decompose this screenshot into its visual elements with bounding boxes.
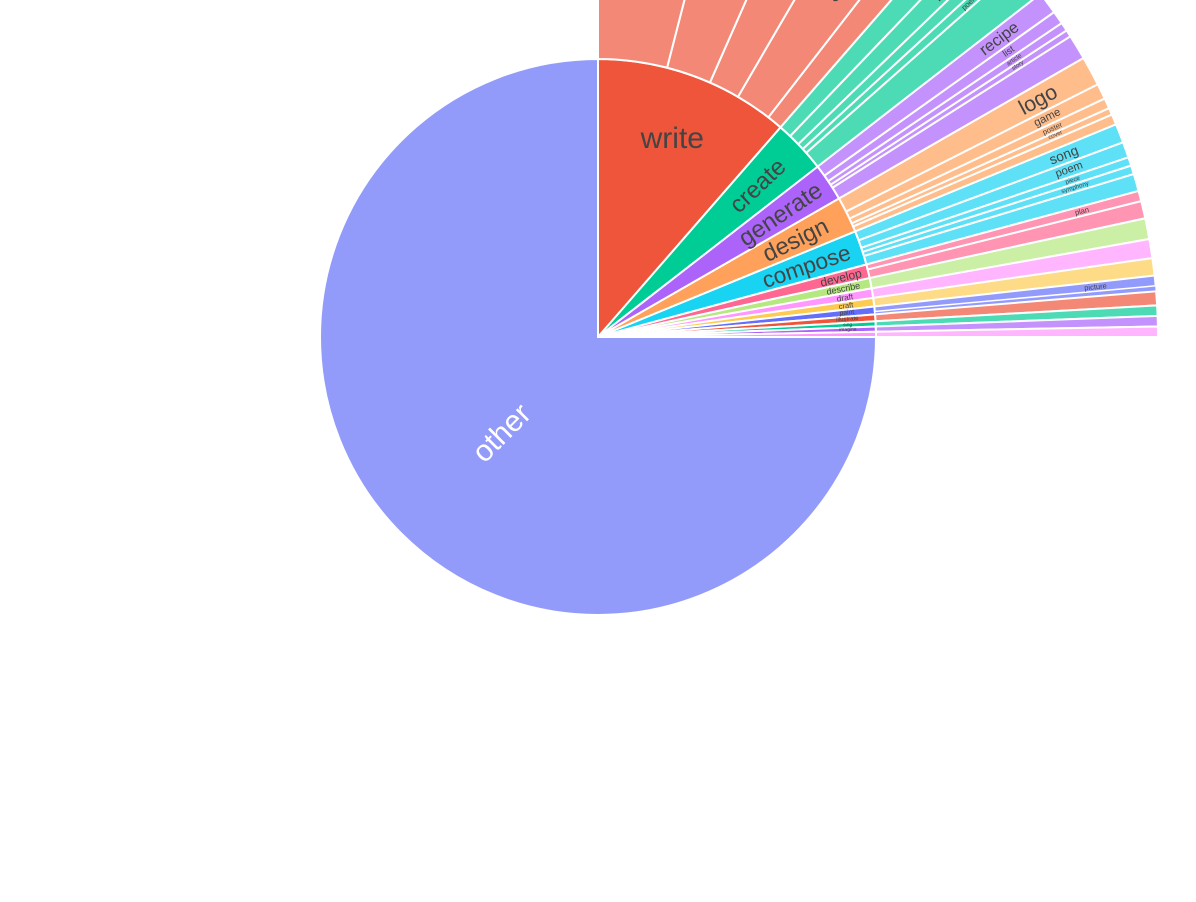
slice-label-list: list <box>954 0 970 2</box>
slice-label-plan: plan <box>1074 205 1090 217</box>
slice-label-craft: craft <box>838 300 855 311</box>
slice-label-sing: sing <box>843 322 853 328</box>
outer-slice-write-letter[interactable] <box>666 0 823 84</box>
inner-ring <box>319 58 878 616</box>
outer-slice-unlabeled-unlabeled[interactable] <box>874 325 1159 338</box>
slice-label-imagine: imagine <box>839 327 857 333</box>
slice-label-cover: cover <box>1048 130 1064 141</box>
slice-label-paint: paint <box>839 309 854 317</box>
slice-label-piece: piece <box>1065 174 1082 186</box>
slice-label-picture: picture <box>1084 281 1107 292</box>
slice-label-draft: draft <box>836 291 855 304</box>
inner-slice-other[interactable] <box>319 58 877 616</box>
slice-label-illustrate: illustrate <box>836 316 859 324</box>
outer-ring <box>597 0 1159 338</box>
outer-slice-write-story[interactable] <box>597 0 737 69</box>
slice-label-write: write <box>640 122 704 155</box>
